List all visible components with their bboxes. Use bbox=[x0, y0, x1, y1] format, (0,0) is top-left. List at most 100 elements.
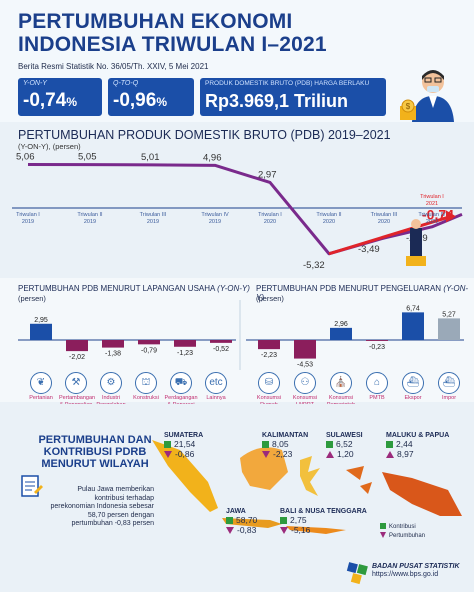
kontribusi-square-icon bbox=[280, 517, 287, 525]
qtoq-percent: % bbox=[156, 95, 167, 109]
qtoq-box: Q-TO-Q -0,96% bbox=[108, 78, 194, 116]
sector-bar-label: -1,38 bbox=[105, 351, 121, 358]
ship-icon: ⛴ bbox=[402, 372, 424, 394]
gdp-recovery-line bbox=[328, 215, 449, 256]
expenditure-title-text: PERTUMBUHAN PDB MENURUT PENGELUARAN bbox=[256, 284, 442, 293]
gdp-quarter-label: Triwulan I 2019 bbox=[16, 212, 40, 225]
region-name: JAWA bbox=[226, 508, 246, 515]
expenditure-bar-label: 6,74 bbox=[406, 305, 420, 312]
sector-bar-label: -0,52 bbox=[213, 346, 229, 353]
gdp-line-chart: 5,065,055,014,962,97-5,32-3,49-2,19-0,74… bbox=[12, 151, 463, 271]
gdp-point-label: 5,01 bbox=[141, 152, 160, 163]
gdp-point-label: 2,97 bbox=[258, 169, 277, 180]
svg-text:$: $ bbox=[406, 102, 411, 111]
category-import-ship: ⛴ Impor bbox=[432, 372, 466, 402]
worker-box-icon bbox=[406, 256, 426, 266]
legend-kontribusi: Kontribusi bbox=[380, 523, 425, 532]
truck-icon: ⛟ bbox=[170, 372, 192, 394]
triangle-down-icon bbox=[280, 527, 288, 535]
region-kontribusi: 21,54 bbox=[164, 439, 203, 449]
government-icon: ⛪ bbox=[330, 372, 352, 394]
expenditure-bar-label: 2,96 bbox=[334, 321, 348, 328]
sector-bar-label: -1,23 bbox=[177, 350, 193, 357]
category-factory: ⚙Industri Pengolahan bbox=[94, 372, 128, 408]
sector-bar bbox=[66, 340, 88, 352]
qtoq-label: Q-TO-Q bbox=[113, 80, 139, 87]
sector-bar bbox=[102, 340, 124, 348]
qtoq-value: -0,96% bbox=[113, 90, 167, 112]
category-group: ⚇Konsumsi LNPRT bbox=[288, 372, 322, 408]
triangle-up-icon bbox=[326, 451, 334, 459]
category-building: ⌂ PMTB bbox=[360, 372, 394, 402]
gdp-point-label: -0,74 bbox=[422, 206, 454, 222]
sector-bar-label: 2,95 bbox=[34, 317, 48, 324]
expenditure-bar bbox=[294, 340, 316, 359]
sector-bar-label: -2,02 bbox=[69, 354, 85, 361]
gdp-point-label: 5,05 bbox=[78, 152, 97, 163]
worker-head-icon bbox=[411, 219, 421, 229]
title-line-1: PERTUMBUHAN EKONOMI bbox=[18, 10, 293, 33]
pdb-box: PRODUK DOMESTIK BRUTO (PDB) HARGA BERLAK… bbox=[200, 78, 386, 116]
expenditure-panel-title: PERTUMBUHAN PDB MENURUT PENGELUARAN (Y-O… bbox=[256, 284, 474, 302]
region-legend: Kontribusi Pertumbuhan bbox=[380, 523, 425, 541]
gdp-chart-subtitle: (Y-ON-Y), (persen) bbox=[18, 142, 81, 151]
category-crane: ⛫ Konstruksi bbox=[129, 372, 163, 402]
sector-bar bbox=[174, 340, 196, 347]
region-pertumbuhan: -0,83 bbox=[226, 525, 257, 535]
sector-panel-title: PERTUMBUHAN PDB MENURUT LAPANGAN USAHA (… bbox=[18, 284, 250, 293]
category-mining: ⚒Pertambangan & Penggalian bbox=[59, 372, 95, 408]
region-name: SULAWESI bbox=[326, 432, 363, 439]
footer-org-name: BADAN PUSAT STATISTIK bbox=[372, 563, 460, 570]
sector-bar bbox=[138, 340, 160, 345]
region-pertumbuhan: -5,16 bbox=[280, 525, 367, 535]
sector-title-yoy: (Y-ON-Y) bbox=[217, 284, 250, 293]
factory-icon: ⚙ bbox=[100, 372, 122, 394]
triangle-down-icon bbox=[226, 527, 234, 535]
region-note: Pulau Jawa memberikan kontribusi terhada… bbox=[50, 486, 154, 527]
region-pertumbuhan: -2,23 bbox=[262, 449, 308, 459]
page-title: PERTUMBUHAN EKONOMI INDONESIA TRIWULAN I… bbox=[18, 10, 327, 56]
gdp-arrow-head bbox=[446, 210, 456, 223]
bar-charts: 2,95 -2,02 -1,38 -0,79 -1,23 -0,52 -2,23 -4,53 2… bbox=[18, 300, 464, 370]
title-line-2: INDONESIA TRIWULAN I–2021 bbox=[18, 33, 327, 56]
gdp-quarter-label: Triwulan II 2020 bbox=[316, 212, 342, 225]
region-kontribusi: 58,70 bbox=[226, 515, 257, 525]
sector-bar-label: -0,79 bbox=[141, 347, 157, 354]
pdb-label: PRODUK DOMESTIK BRUTO (PDB) HARGA BERLAK… bbox=[205, 80, 370, 87]
region-kontribusi: 2,44 bbox=[386, 439, 449, 449]
group-icon: ⚇ bbox=[294, 372, 316, 394]
import-ship-icon: ⛴ bbox=[438, 372, 460, 394]
expenditure-bar-label: -4,53 bbox=[297, 362, 313, 369]
document-icon bbox=[21, 475, 43, 497]
region-sumatera: SUMATERA 21,54 -0,86 bbox=[164, 432, 203, 459]
region-name: KALIMANTAN bbox=[262, 432, 309, 439]
crane-icon: ⛫ bbox=[135, 372, 157, 394]
category-label: Ekspor bbox=[404, 395, 422, 401]
region-pertumbuhan: -0,86 bbox=[164, 449, 203, 459]
region-maluku-papua: MALUKU & PAPUA 2,44 8,97 bbox=[386, 432, 449, 459]
legend-pertumbuhan: Pertumbuhan bbox=[380, 532, 425, 541]
kontribusi-square-icon bbox=[262, 441, 269, 449]
pdb-value: Rp3.969,1 Triliun bbox=[205, 91, 349, 111]
shopping-icon: ⛁ bbox=[258, 372, 280, 394]
etc-icon: etc bbox=[205, 372, 227, 394]
gdp-quarter-label: Triwulan II 2019 bbox=[77, 212, 103, 225]
footer-org: BADAN PUSAT STATISTIK https://www.bps.go… bbox=[372, 563, 460, 579]
expenditure-bar-label: -0,23 bbox=[369, 344, 385, 351]
expenditure-title-yoy: (Y-ON-Y) bbox=[256, 284, 469, 302]
expenditure-bar-label: -2,23 bbox=[261, 352, 277, 359]
triangle-down-icon bbox=[262, 451, 270, 459]
region-section bbox=[0, 404, 474, 592]
mining-icon: ⚒ bbox=[65, 372, 87, 394]
expenditure-unit: (persen) bbox=[256, 294, 284, 303]
region-kontribusi: 8,05 bbox=[262, 439, 308, 449]
footer-url[interactable]: https://www.bps.go.id bbox=[372, 571, 439, 578]
expenditure-bar bbox=[330, 327, 352, 340]
map-maluku bbox=[346, 466, 372, 494]
category-truck: ⛟Perdagangan & Reparasi bbox=[164, 372, 198, 408]
category-label: Impor bbox=[441, 395, 457, 401]
region-kontribusi: 2,75 bbox=[280, 515, 367, 525]
expenditure-bar bbox=[438, 318, 460, 340]
expenditure-bar-label: 5,27 bbox=[442, 311, 456, 318]
map-bali-nusa-tenggara bbox=[286, 526, 346, 534]
